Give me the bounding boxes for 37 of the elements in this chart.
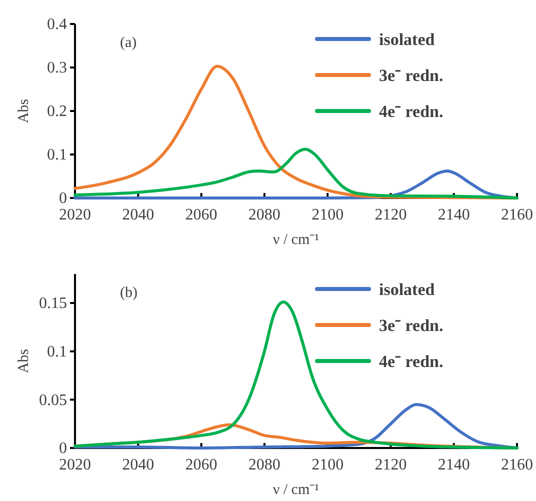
x-tick-label: 2060	[185, 206, 218, 224]
y-axis-title: Abs	[16, 98, 32, 124]
y-tick-label: 0.15	[39, 295, 67, 312]
x-tick-label: 2040	[122, 456, 154, 474]
y-tick-label: 0.2	[47, 103, 67, 120]
y-tick-label: 0.05	[39, 392, 67, 409]
x-tick-label: 2160	[501, 206, 533, 224]
x-tick-label: 2020	[59, 456, 91, 474]
y-tick-label: 0.4	[47, 16, 67, 34]
x-tick-label: 2080	[248, 206, 280, 224]
x-tick-label: 2160	[501, 456, 533, 474]
x-tick-label: 2120	[374, 456, 407, 474]
y-tick-label: 0.1	[47, 146, 67, 164]
y-tick-label: 0.3	[47, 60, 67, 77]
x-tick-label: 2080	[248, 456, 280, 474]
legend-label: 4e⁻ redn.	[379, 102, 444, 121]
x-tick-label: 2060	[185, 456, 218, 474]
legend-label: 4e⁻ redn.	[379, 352, 444, 371]
x-tick-label: 2140	[438, 206, 470, 224]
legend-label: 3e⁻ redn.	[379, 66, 444, 85]
text: (a)	[120, 35, 137, 51]
y-tick-label: 0	[59, 190, 67, 208]
x-tick-label: 2120	[374, 206, 407, 224]
y-tick-label: 0.1	[47, 343, 67, 360]
y-axis-title: Abs	[16, 348, 32, 374]
x-tick-label: 2020	[59, 206, 91, 224]
y-tick-label: 0	[59, 440, 67, 458]
legend-label: isolated	[379, 30, 436, 49]
x-tick-label: 2040	[122, 206, 154, 224]
x-axis-title: ν / cm⁻¹	[272, 482, 320, 498]
x-axis-title: ν / cm⁻¹	[272, 232, 320, 248]
text: (b)	[120, 285, 138, 301]
x-tick-label: 2100	[312, 456, 344, 474]
legend-label: isolated	[379, 280, 436, 299]
legend-label: 3e⁻ redn.	[379, 316, 444, 335]
x-tick-label: 2100	[312, 206, 344, 224]
x-tick-label: 2140	[438, 456, 470, 474]
